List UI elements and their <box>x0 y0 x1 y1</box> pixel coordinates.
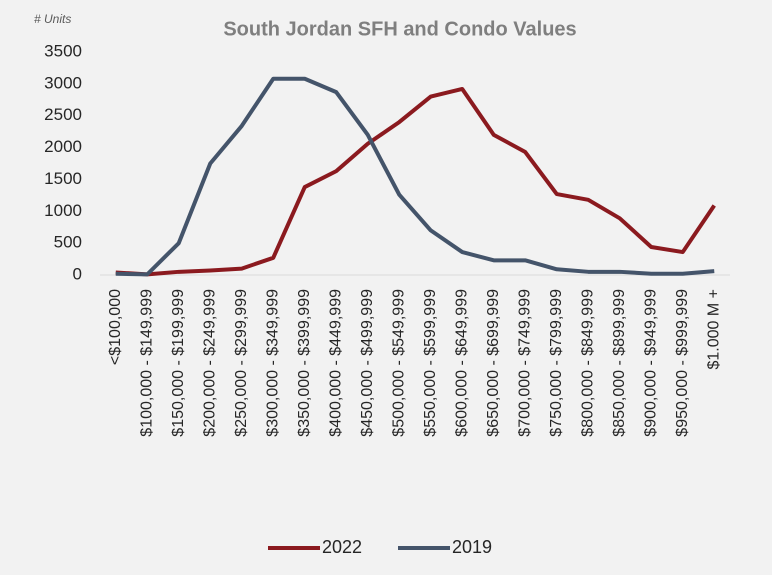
y-tick-label: 500 <box>54 233 82 252</box>
x-tick-label: $150,000 - $199,999 <box>170 289 187 437</box>
y-tick-label: 2000 <box>44 137 82 156</box>
y-tick-label: 1000 <box>44 201 82 220</box>
y-tick-label: 2500 <box>44 105 82 124</box>
line-series <box>115 76 715 277</box>
x-tick-label: $700,000 - $749,999 <box>516 289 533 437</box>
chart-title: South Jordan SFH and Condo Values <box>223 18 576 40</box>
x-tick-label: $850,000 - $899,999 <box>611 289 628 437</box>
x-tick-label: $750,000 - $799,999 <box>548 289 565 437</box>
x-tick-label: $300,000 - $349,999 <box>264 289 281 437</box>
x-tick-label: $1.000 M + <box>705 289 722 370</box>
x-tick-label: $400,000 - $449,999 <box>327 289 344 437</box>
legend-label: 2022 <box>322 537 362 557</box>
legend-label: 2019 <box>452 537 492 557</box>
x-tick-label: $450,000 - $499,999 <box>359 289 376 437</box>
x-tick-label: $800,000 - $849,999 <box>579 289 596 437</box>
x-tick-label: $550,000 - $599,999 <box>422 289 439 437</box>
x-tick-label: $250,000 - $299,999 <box>233 289 250 437</box>
y-tick-label: 3000 <box>44 73 82 92</box>
x-tick-label: <$100,000 <box>107 289 124 365</box>
x-tick-label: $100,000 - $149,999 <box>138 289 155 437</box>
x-tick-label: $350,000 - $399,999 <box>296 289 313 437</box>
x-tick-label: $500,000 - $549,999 <box>390 289 407 437</box>
x-tick-label: $650,000 - $699,999 <box>485 289 502 437</box>
y-tick-label: 3500 <box>44 41 82 60</box>
x-tick-label: $950,000 - $999,999 <box>674 289 691 437</box>
line-series <box>115 86 716 277</box>
x-tick-label: $200,000 - $249,999 <box>201 289 218 437</box>
y-tick-label: 0 <box>73 264 82 283</box>
x-tick-label: $600,000 - $649,999 <box>453 289 470 437</box>
y-tick-label: 1500 <box>44 169 82 188</box>
y-axis-label: # Units <box>34 12 71 26</box>
x-tick-label: $900,000 - $949,999 <box>642 289 659 437</box>
